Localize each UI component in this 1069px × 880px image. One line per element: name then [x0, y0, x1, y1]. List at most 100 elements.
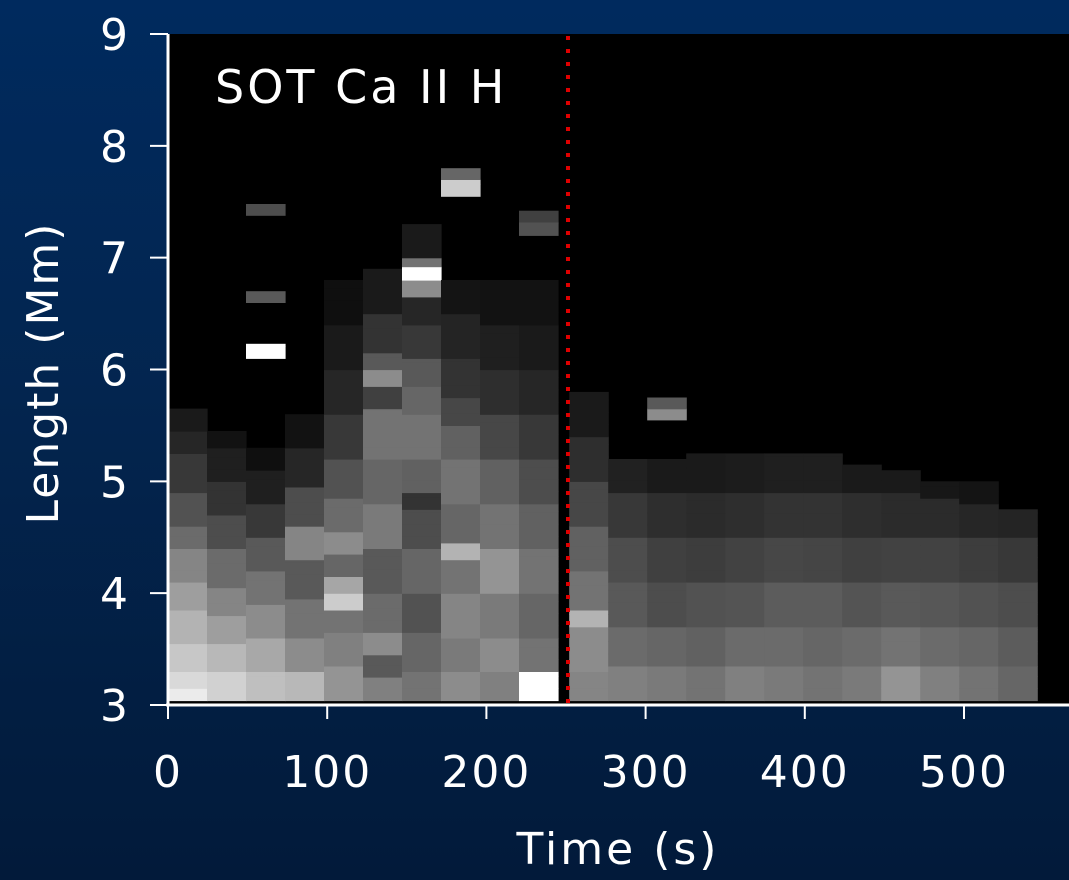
heatmap-cell	[324, 597, 364, 611]
heatmap-cell	[324, 312, 364, 326]
heatmap-cell	[764, 688, 804, 702]
heatmap-cell	[569, 634, 609, 648]
annotation-label: SOT Ca II H	[215, 60, 507, 114]
heatmap-cell	[881, 569, 921, 583]
heatmap-cell	[569, 546, 609, 560]
heatmap-cell	[285, 535, 325, 548]
heatmap-cell	[998, 688, 1038, 702]
heatmap-cell	[363, 301, 403, 315]
heatmap-cell	[569, 436, 609, 445]
heatmap-cell	[998, 589, 1038, 603]
heatmap-cell	[441, 372, 481, 386]
heatmap-cell	[441, 301, 481, 315]
heatmap-cell	[285, 561, 325, 575]
heatmap-cell	[803, 582, 843, 591]
heatmap-cell	[686, 665, 726, 677]
heatmap-cell	[441, 491, 481, 505]
heatmap-cell	[324, 632, 364, 642]
heatmap-cell	[363, 409, 403, 423]
heatmap-cell	[764, 629, 804, 642]
heatmap-cell	[363, 568, 403, 582]
heatmap-cell	[285, 462, 325, 476]
y-tick-label: 9	[100, 10, 128, 61]
heatmap-cell	[920, 557, 960, 571]
heatmap-cell	[569, 659, 609, 672]
heatmap-cell	[246, 570, 286, 581]
heatmap-cell	[363, 632, 403, 643]
heatmap-cell	[402, 492, 442, 498]
heatmap-cell	[764, 492, 804, 501]
heatmap-cell	[686, 524, 726, 538]
heatmap-cell	[764, 626, 804, 630]
heatmap-cell	[285, 435, 325, 449]
heatmap-cell	[168, 548, 208, 558]
y-tick-label: 3	[100, 681, 128, 732]
heatmap-cell	[608, 524, 648, 538]
heatmap-cell	[519, 223, 559, 236]
heatmap-cell	[402, 480, 442, 494]
heatmap-cell	[207, 618, 247, 632]
heatmap-cell	[207, 659, 247, 672]
heatmap-cell	[881, 492, 921, 501]
heatmap-cell	[764, 500, 804, 514]
heatmap-cell	[402, 333, 442, 347]
heatmap-cell	[402, 511, 442, 525]
heatmap-cell	[285, 474, 325, 488]
heatmap-cell	[519, 344, 559, 358]
heatmap-cell	[207, 643, 247, 648]
heatmap-cell	[324, 377, 364, 391]
heatmap-cell	[881, 589, 921, 603]
heatmap-cell	[647, 602, 687, 615]
heatmap-cell	[324, 576, 364, 582]
heatmap-cell	[519, 523, 559, 537]
heatmap-cell	[324, 344, 364, 358]
heatmap-cell	[480, 556, 520, 570]
y-axis-ticks: 3 4 5 6 7 8 9	[100, 10, 168, 732]
heatmap-cell	[647, 480, 687, 494]
heatmap-cell	[569, 399, 609, 413]
heatmap-cell	[207, 447, 247, 458]
heatmap-cell	[168, 585, 208, 599]
heatmap-cell	[959, 675, 999, 689]
x-tick-label: 400	[760, 747, 850, 798]
heatmap-cell	[920, 498, 960, 501]
heatmap-cell	[480, 548, 520, 557]
heatmap-cell	[881, 582, 921, 591]
heatmap-cell	[480, 280, 520, 289]
heatmap-cell	[285, 586, 325, 600]
heatmap-cell	[324, 287, 364, 301]
heatmap-cell	[803, 545, 843, 558]
heatmap-cell	[803, 453, 843, 457]
heatmap-cell	[168, 480, 208, 494]
heatmap-cell	[686, 653, 726, 667]
heatmap-cell	[480, 459, 520, 468]
heatmap-cell	[246, 592, 286, 605]
heatmap-cell	[480, 479, 520, 492]
heatmap-cell	[519, 401, 559, 415]
heatmap-cell	[519, 280, 559, 289]
heatmap-cell	[647, 665, 687, 677]
heatmap-cell	[959, 512, 999, 526]
heatmap-cell	[803, 675, 843, 689]
heatmap-cell	[480, 601, 520, 614]
heatmap-cell	[480, 536, 520, 549]
heatmap-cell	[402, 361, 442, 375]
heatmap-cell	[881, 675, 921, 689]
heatmap-cell	[480, 389, 520, 403]
x-tick-label: 0	[153, 747, 183, 798]
heatmap-cell	[920, 602, 960, 615]
heatmap-cell	[725, 569, 765, 583]
heatmap-cell	[363, 422, 403, 435]
y-tick-label: 8	[100, 122, 128, 173]
heatmap-cell	[480, 414, 520, 423]
heatmap-cell	[168, 441, 208, 454]
heatmap-cell	[519, 675, 559, 689]
heatmap-cell	[881, 500, 921, 514]
heatmap-cell	[441, 688, 481, 702]
heatmap-cell	[686, 455, 726, 469]
heatmap-cell	[725, 467, 765, 481]
heatmap-cell	[569, 614, 609, 628]
heatmap-cell	[246, 688, 286, 702]
heatmap-cell	[285, 688, 325, 702]
heatmap-cell	[246, 503, 286, 514]
